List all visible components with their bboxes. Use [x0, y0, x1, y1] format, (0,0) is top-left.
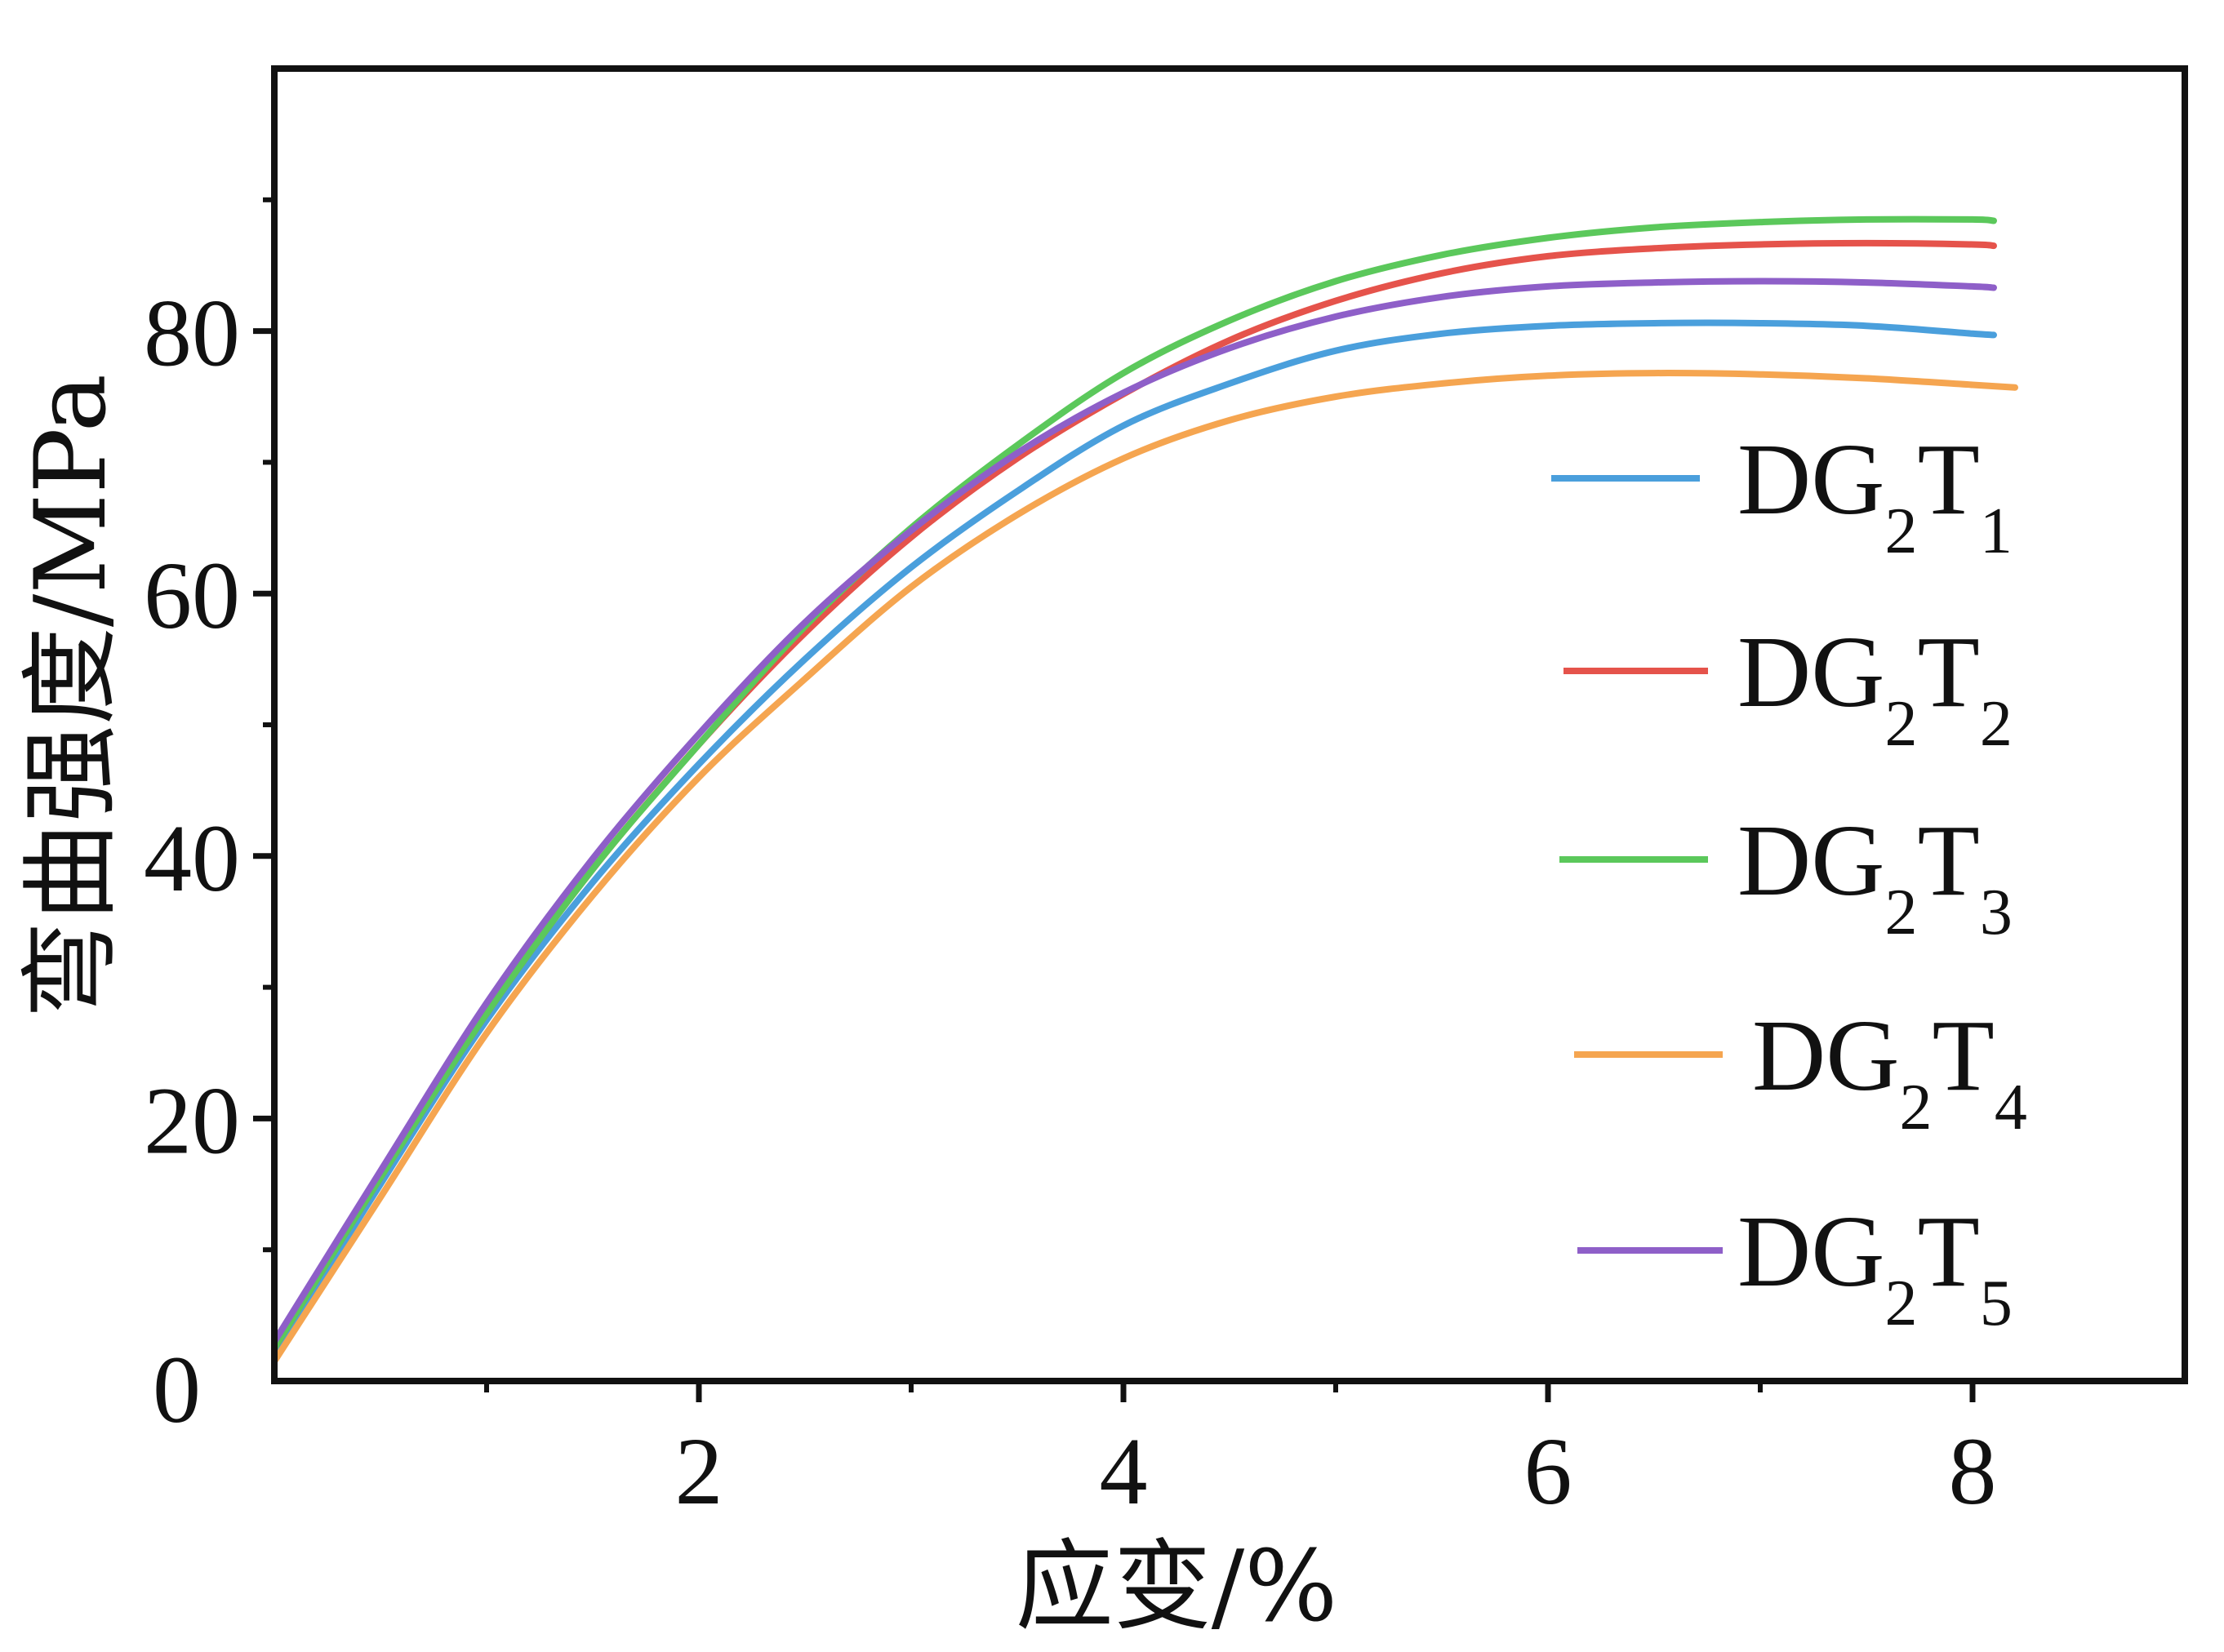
y-tick-label: 20 — [144, 1067, 240, 1174]
series-line-DG2T4 — [271, 370, 2018, 1365]
x-axis-title: 应变/% — [1016, 1530, 1337, 1644]
legend-label-sub: 2 — [1885, 688, 1918, 760]
legend-label: DG2T2 — [1737, 616, 2013, 760]
series-line-DG2T3 — [271, 215, 1997, 1352]
legend-label-sub: 2 — [1980, 688, 2013, 760]
x-tick-label: 4 — [1100, 1418, 1148, 1525]
legend-label-sub: 2 — [1885, 877, 1918, 948]
series-line-DG2T2 — [271, 239, 1997, 1352]
series-line-DG2T5 — [271, 278, 1997, 1345]
legend-label-main: DG — [1737, 424, 1885, 536]
legend-label-main: DG — [1737, 616, 1885, 729]
legend-label-sub: 1 — [1980, 495, 2013, 567]
legend-label-mid: T — [1933, 1000, 1995, 1112]
legend-label-main: DG — [1752, 1000, 1900, 1112]
ticks-layer: 2 4 6 8 20 40 60 80 0 — [144, 197, 1997, 1525]
legend-label-sub: 2 — [1885, 1268, 1918, 1339]
legend-label-sub: 4 — [1995, 1072, 2027, 1144]
y-tick-label: 80 — [144, 280, 240, 387]
legend-item-DG2T5: DG2T5 — [1577, 1196, 2013, 1339]
x-tick-label: 2 — [675, 1418, 723, 1525]
x-tick-label: 6 — [1524, 1418, 1572, 1525]
series-layer — [271, 215, 2018, 1365]
legend-label-main: DG — [1737, 805, 1885, 917]
legend-label-mid: T — [1918, 1196, 1980, 1308]
legend-label-mid: T — [1918, 616, 1980, 729]
legend-item-DG2T1: DG2T1 — [1551, 424, 2013, 567]
series-line-DG2T1 — [271, 319, 1997, 1358]
legend-label-sub: 5 — [1980, 1268, 2013, 1339]
y-tick-label: 60 — [144, 542, 240, 649]
legend-label: DG2T1 — [1737, 424, 2013, 567]
legend-label-main: DG — [1737, 1196, 1885, 1308]
y-axis-title: 弯曲强度/MPa — [15, 374, 128, 1019]
legend-label-mid: T — [1918, 424, 1980, 536]
origin-label: 0 — [153, 1336, 201, 1443]
legend-item-DG2T3: DG2T3 — [1559, 805, 2013, 948]
legend-label-mid: T — [1918, 805, 1980, 917]
legend-label: DG2T4 — [1752, 1000, 2027, 1144]
legend-label-sub: 2 — [1900, 1072, 1933, 1144]
legend-label-sub: 2 — [1885, 495, 1918, 567]
legend-label: DG2T5 — [1737, 1196, 2013, 1339]
y-tick-label: 40 — [144, 805, 240, 912]
legend-item-DG2T2: DG2T2 — [1563, 616, 2013, 760]
x-tick-label: 8 — [1949, 1418, 1997, 1525]
legend-label: DG2T3 — [1737, 805, 2013, 948]
legend-label-sub: 3 — [1980, 877, 2013, 948]
legend-item-DG2T4: DG2T4 — [1574, 1000, 2027, 1144]
